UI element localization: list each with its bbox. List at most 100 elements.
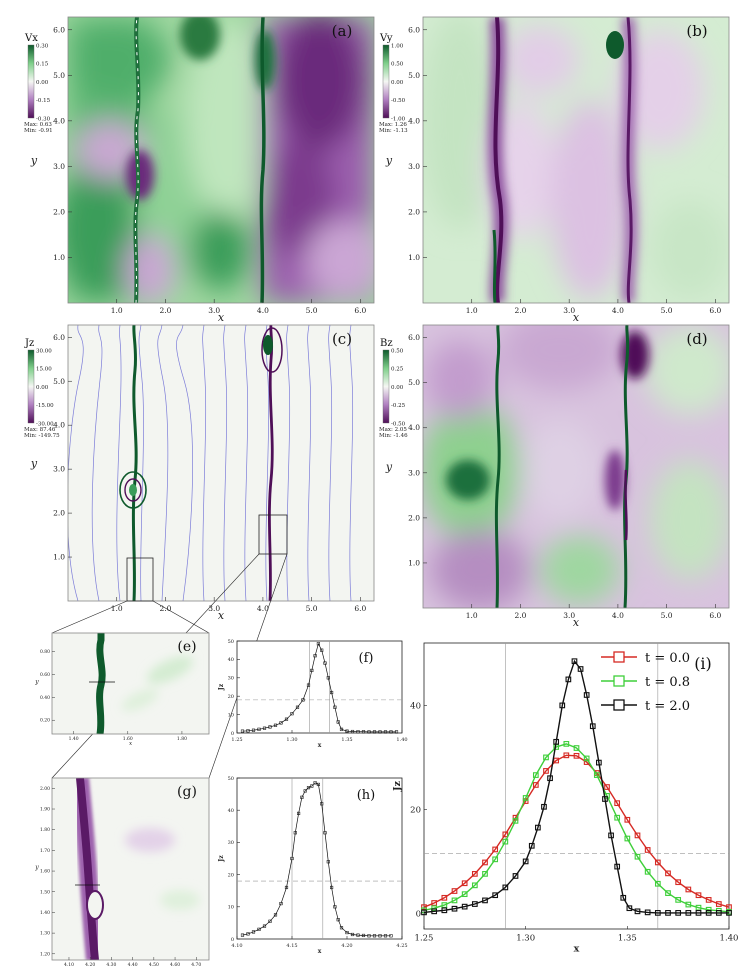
y-tick-label: 1.70 — [40, 848, 50, 854]
data-point — [563, 741, 570, 747]
data-point — [383, 730, 388, 734]
y-tick-label: 1.0 — [408, 253, 420, 262]
data-point — [257, 727, 261, 731]
data-point — [350, 729, 355, 734]
colorbar-tick-label: -15.00 — [36, 403, 54, 409]
heatmap-bz — [422, 324, 730, 609]
y-axis-label: y — [385, 461, 393, 474]
y-tick-label: 2.0 — [53, 207, 65, 216]
y-tick-label: 2.0 — [53, 509, 65, 518]
x-tick-label: 4.10 — [231, 943, 242, 949]
x-axis-label: x — [129, 741, 133, 747]
y-tick-label: 0 — [231, 731, 234, 737]
data-point — [634, 853, 641, 860]
panel-label: (e) — [177, 639, 196, 655]
data-point — [675, 910, 682, 916]
data-point — [394, 730, 399, 734]
zoom-line-e-right — [152, 600, 210, 634]
data-point — [543, 754, 549, 761]
x-tick-label: 3.0 — [563, 611, 575, 620]
data-point — [565, 676, 572, 683]
y-tick-label: 4.0 — [53, 116, 65, 125]
legend-entry: t = 2.0 — [645, 699, 690, 714]
data-point — [726, 910, 732, 916]
data-point — [389, 934, 393, 938]
data-point — [361, 730, 366, 734]
x-axis-label: x — [318, 742, 322, 749]
data-point — [297, 811, 301, 815]
plot-frame — [236, 777, 403, 940]
field-line — [202, 325, 207, 601]
x-axis-label: x — [318, 948, 322, 955]
x-tick-label: 4.30 — [106, 962, 116, 967]
data-point — [665, 910, 671, 916]
colorbar-tick-label: 1.00 — [391, 43, 404, 49]
data-point — [441, 902, 448, 908]
data-point — [685, 886, 692, 893]
x-tick-label: 4.25 — [396, 943, 407, 949]
x-tick-label: 1.25 — [231, 737, 242, 743]
data-point — [573, 752, 580, 759]
field-line — [328, 325, 333, 601]
data-point — [547, 775, 553, 782]
data-point — [675, 897, 682, 903]
data-point — [431, 900, 438, 906]
data-point — [471, 882, 478, 889]
x-tick-label: 6.0 — [709, 306, 721, 315]
data-point — [624, 835, 631, 842]
colorbar-tick-label: 30.00 — [36, 348, 52, 354]
data-point — [333, 905, 337, 909]
colorbar-tick-label: 0.00 — [36, 80, 49, 86]
data-point — [553, 757, 560, 764]
colorbar-max: Max: 1.26 — [379, 122, 407, 128]
data-point — [695, 892, 702, 899]
x-tick-label: 5.0 — [306, 306, 318, 315]
y-axis-label: y — [385, 154, 393, 167]
legend-entry: t = 0.8 — [645, 675, 690, 690]
y-axis-label: y — [34, 864, 39, 871]
data-point — [339, 727, 344, 731]
x-tick-label: 1.25 — [415, 934, 434, 944]
data-point — [330, 690, 334, 695]
data-point — [482, 871, 488, 877]
data-point — [535, 824, 541, 831]
y-tick-label: 3.0 — [53, 465, 65, 474]
y-tick-label: 0.80 — [40, 649, 50, 655]
x-tick-label: 1.40 — [396, 737, 407, 743]
x-tick-label: 1.0 — [466, 306, 478, 315]
data-point — [300, 795, 304, 799]
colorbar-tick-label: 0.15 — [36, 62, 49, 68]
y-tick-label: 4.0 — [53, 421, 65, 430]
data-point — [553, 738, 560, 745]
y-tick-label: 1.0 — [408, 558, 420, 567]
data-point — [330, 885, 334, 890]
y-tick-label: 3.0 — [53, 162, 65, 171]
field-line — [223, 325, 228, 601]
data-point — [345, 930, 349, 935]
field-line — [349, 325, 354, 601]
data-point — [306, 683, 311, 687]
data-point — [541, 803, 547, 810]
x-axis-label: x — [573, 616, 580, 629]
panel-label: (a) — [332, 22, 353, 40]
colorbar-tick-label: 15.00 — [36, 367, 52, 373]
data-point — [502, 831, 509, 838]
x-tick-label: 1.60 — [123, 736, 133, 742]
x-tick-label: 2.0 — [514, 306, 526, 315]
data-point — [350, 932, 355, 937]
data-point — [492, 846, 499, 853]
field-line — [244, 325, 249, 601]
legend-swatch-marker — [613, 651, 625, 663]
data-point — [323, 661, 327, 665]
data-point — [583, 692, 590, 698]
x-tick-label: 6.0 — [354, 604, 366, 613]
data-point — [326, 860, 330, 864]
data-point — [644, 909, 651, 916]
data-point — [654, 859, 661, 866]
colorbar-tick-label: -0.15 — [36, 98, 51, 104]
y-tick-label: 20 — [228, 694, 234, 700]
heatmap-jz — [51, 324, 375, 779]
data-point — [559, 702, 566, 709]
data-point — [705, 897, 712, 903]
